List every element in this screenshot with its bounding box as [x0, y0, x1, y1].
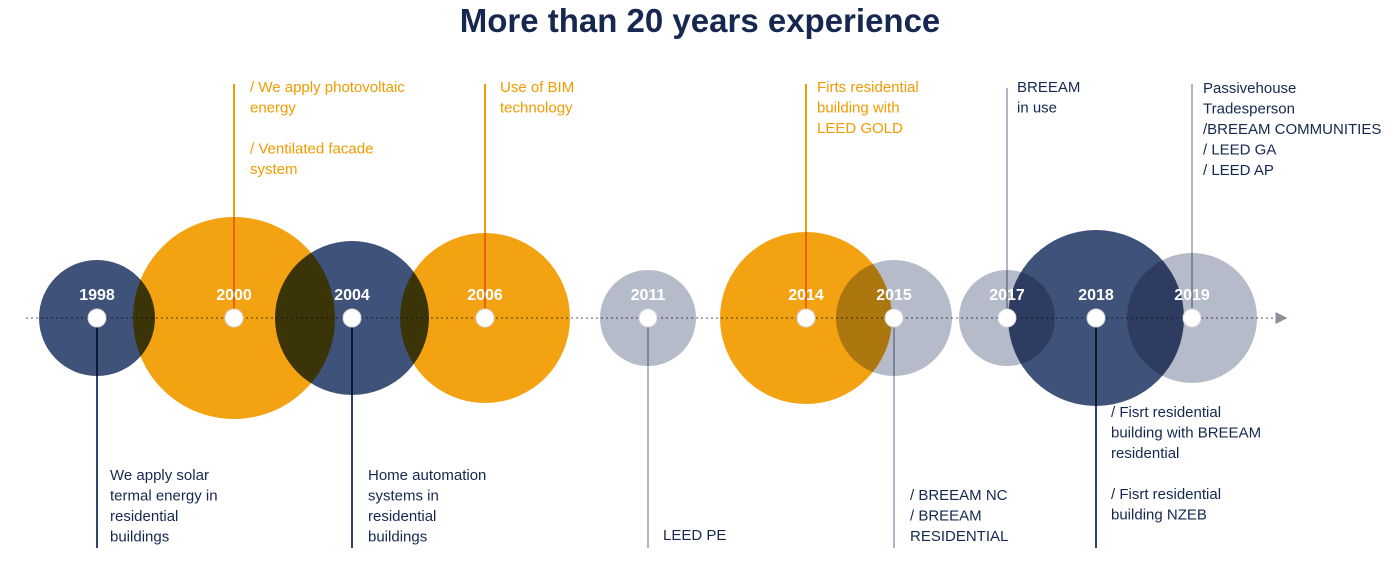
- description-line: / LEED AP: [1203, 162, 1274, 179]
- description-line: Tradesperson: [1203, 101, 1295, 118]
- description-line: / BREEAM NC: [910, 487, 1008, 504]
- description-line: / Ventilated facade: [250, 141, 373, 158]
- milestone-dot-1998: [87, 308, 107, 328]
- year-label-2011: 2011: [631, 287, 666, 304]
- description-line: energy: [250, 100, 296, 117]
- year-label-2015: 2015: [876, 287, 912, 304]
- milestone-dot-2000: [224, 308, 244, 328]
- milestone-description-2015: / BREEAM NC / BREEAM RESIDENTIAL: [910, 487, 1008, 545]
- milestone-dot-2015: [884, 308, 904, 328]
- milestone-dot-2017: [997, 308, 1017, 328]
- description-line: residential: [1111, 445, 1179, 462]
- milestone-dot-2018: [1086, 308, 1106, 328]
- description-line: buildings: [110, 529, 169, 546]
- description-line: [1111, 466, 1115, 483]
- description-line: LEED GOLD: [817, 120, 903, 137]
- milestone-description-2014: Firts residential building with LEED GOLD: [817, 79, 919, 137]
- milestone-description-2018: / Fisrt residential building with BREEAM r…: [1111, 404, 1261, 524]
- year-label-2004: 2004: [334, 287, 370, 304]
- milestone-description-2011: LEED PE: [663, 527, 726, 544]
- milestone-description-1998: We apply solar termal energy in residentia…: [110, 467, 218, 546]
- milestone-description-2000: / We apply photovoltaic energy / Ventilat…: [250, 79, 405, 178]
- description-line: Passivehouse: [1203, 80, 1296, 97]
- description-line: system: [250, 161, 298, 178]
- description-line: residential: [110, 508, 178, 525]
- milestone-dot-2006: [475, 308, 495, 328]
- description-line: / BREEAM: [910, 508, 982, 525]
- milestone-description-2006: Use of BIM technology: [500, 79, 574, 117]
- milestone-dot-2004: [342, 308, 362, 328]
- description-line: Use of BIM: [500, 79, 574, 96]
- year-label-2006: 2006: [467, 287, 503, 304]
- year-label-2017: 2017: [989, 287, 1025, 304]
- description-line: in use: [1017, 100, 1057, 117]
- milestone-dot-2014: [796, 308, 816, 328]
- description-line: RESIDENTIAL: [910, 528, 1008, 545]
- year-label-2018: 2018: [1078, 287, 1114, 304]
- milestone-dot-2019: [1182, 308, 1202, 328]
- description-line: Firts residential: [817, 79, 919, 96]
- description-line: LEED PE: [663, 527, 726, 544]
- description-line: building with BREEAM: [1111, 425, 1261, 442]
- description-line: technology: [500, 100, 573, 117]
- milestone-dot-2011: [638, 308, 658, 328]
- milestone-description-2017: BREEAM in use: [1017, 79, 1080, 117]
- description-line: residential: [368, 508, 436, 525]
- year-label-1998: 1998: [79, 287, 115, 304]
- description-line: Home automation: [368, 467, 486, 484]
- description-line: / We apply photovoltaic: [250, 79, 405, 96]
- year-label-2019: 2019: [1174, 287, 1210, 304]
- description-line: / Fisrt residential: [1111, 486, 1221, 503]
- description-line: building NZEB: [1111, 507, 1207, 524]
- description-line: /BREEAM COMMUNITIES: [1203, 121, 1381, 138]
- description-line: termal energy in: [110, 488, 218, 505]
- description-line: building with: [817, 100, 900, 117]
- year-label-2014: 2014: [788, 287, 824, 304]
- description-line: buildings: [368, 529, 427, 546]
- page-title: More than 20 years experience: [459, 2, 941, 39]
- year-label-2000: 2000: [216, 287, 252, 304]
- milestone-description-2019: Passivehouse Tradesperson/BREEAM COMMUNIT…: [1203, 80, 1381, 179]
- description-line: [250, 120, 254, 137]
- description-line: BREEAM: [1017, 79, 1080, 96]
- description-line: We apply solar: [110, 467, 209, 484]
- description-line: / LEED GA: [1203, 142, 1276, 159]
- description-line: systems in: [368, 488, 439, 505]
- milestone-description-2004: Home automation systems in residential buil…: [368, 467, 486, 546]
- description-line: / Fisrt residential: [1111, 404, 1221, 421]
